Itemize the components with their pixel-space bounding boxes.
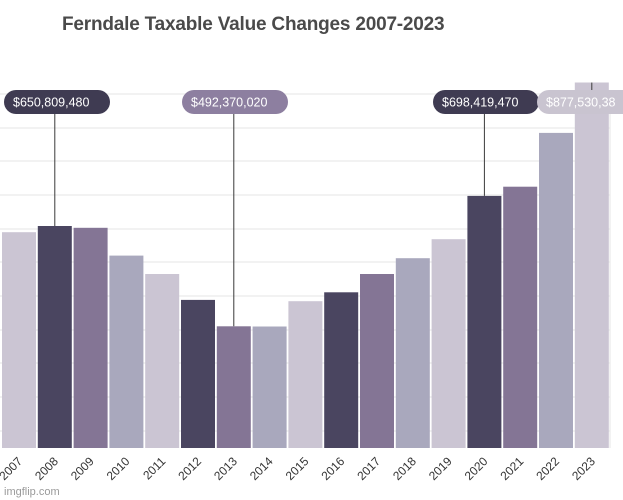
bar-2020[interactable] <box>467 195 502 448</box>
bar-2008[interactable] <box>37 226 72 448</box>
bar-2007[interactable] <box>2 232 36 448</box>
x-tick-label: 2016 <box>319 454 348 483</box>
bar-2012[interactable] <box>181 299 215 448</box>
bar-2014[interactable] <box>252 326 287 449</box>
x-tick-label: 2022 <box>533 454 562 483</box>
x-tick-label: 2018 <box>390 454 419 483</box>
x-tick-label: 2023 <box>569 454 598 483</box>
chart-title: Ferndale Taxable Value Changes 2007-2023 <box>62 14 445 35</box>
callout-2020: $698,419,470 <box>433 90 539 196</box>
callout-pill <box>537 90 623 114</box>
x-tick-label: 2017 <box>354 454 383 483</box>
x-tick-label: 2015 <box>283 454 312 483</box>
bar-2023[interactable] <box>574 82 609 449</box>
bar-2018[interactable] <box>395 258 430 448</box>
x-tick-label: 2009 <box>68 454 97 483</box>
bar-2021[interactable] <box>503 186 538 448</box>
callout-label: $492,370,020 <box>191 96 268 110</box>
callout-label: $698,419,470 <box>442 96 519 110</box>
x-tick-label: 2010 <box>104 454 133 483</box>
bar-2016[interactable] <box>324 292 359 448</box>
x-tick-label: 2021 <box>498 454 527 483</box>
callout-pill <box>4 90 110 114</box>
callout-label: $877,530,38 <box>546 96 616 110</box>
callout-label: $650,809,480 <box>13 96 90 110</box>
callout-pill <box>182 90 288 114</box>
bar-2010[interactable] <box>109 255 144 448</box>
x-tick-label: 2020 <box>462 454 491 483</box>
x-tick-label: 2008 <box>32 454 61 483</box>
x-tick-label: 2014 <box>247 454 276 483</box>
bar-2015[interactable] <box>288 301 323 448</box>
bar-2009[interactable] <box>73 227 108 448</box>
bar-2019[interactable] <box>431 239 466 448</box>
bar-2011[interactable] <box>145 274 180 448</box>
bar-2017[interactable] <box>360 274 394 448</box>
bar-2013[interactable] <box>216 326 251 448</box>
x-tick-label: 2013 <box>211 454 240 483</box>
x-tick-label: 2019 <box>426 454 455 483</box>
bar-2022[interactable] <box>539 132 573 448</box>
watermark-text: imgflip.com <box>4 486 60 498</box>
callout-2013: $492,370,020 <box>182 90 288 327</box>
x-tick-label: 2007 <box>0 454 25 483</box>
x-tick-label: 2012 <box>175 454 204 483</box>
callout-pill <box>433 90 539 114</box>
x-tick-label: 2011 <box>140 454 168 482</box>
callout-2023: $877,530,38 <box>537 82 623 114</box>
callout-2008: $650,809,480 <box>4 90 110 227</box>
